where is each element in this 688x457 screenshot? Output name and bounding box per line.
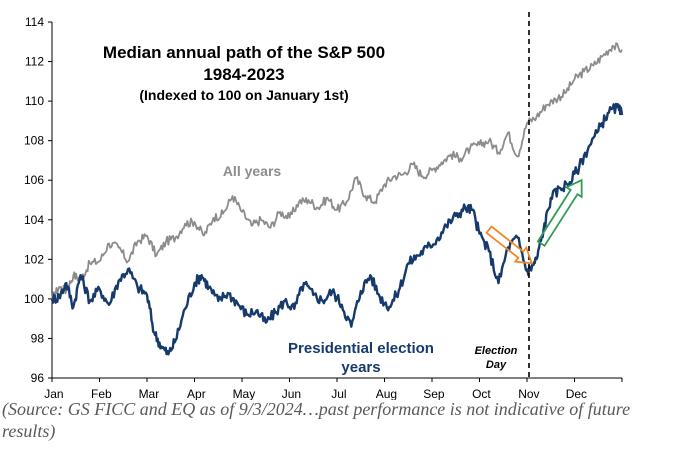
chart-subtitle-index: (Indexed to 100 on January 1st): [139, 87, 348, 103]
y-tick-label: 106: [24, 173, 44, 187]
election-day-label: Election: [475, 345, 518, 357]
chart-area: 96 98 100 102 104 106 108 110 112 114 Jan Feb Mar Ap…: [24, 12, 624, 400]
y-tick-label: 112: [25, 55, 44, 69]
y-tick-label: 104: [24, 213, 44, 227]
x-tick-label: Mar: [139, 387, 160, 400]
y-tick-label: 100: [24, 292, 44, 306]
orange-trend-arrow: [485, 225, 534, 265]
green-trend-arrow: [536, 178, 583, 247]
series-layer: [50, 42, 624, 356]
series-line-all-years: [51, 42, 623, 300]
all-years-label: All years: [223, 163, 282, 179]
x-tick-label: Jun: [282, 387, 301, 400]
x-axis: Jan Feb Mar Apr May Jun Jul Aug Sep Oct Nov Dec: [44, 377, 623, 400]
x-tick-label: Feb: [91, 387, 112, 400]
x-tick-label: May: [233, 387, 256, 400]
chart-title: Median annual path of the S&P 500: [103, 43, 385, 62]
source-note: (Source: GS FICC and EQ as of 9/3/2024…p…: [2, 399, 631, 441]
y-axis: 96 98 100 102 104 106 108 110 112 114: [24, 15, 53, 385]
y-tick-label: 96: [31, 371, 45, 385]
y-tick-label: 102: [24, 252, 44, 266]
annotation-layer: [485, 12, 583, 378]
x-tick-label: Sep: [423, 387, 445, 400]
x-tick-label: Nov: [518, 387, 539, 400]
election-years-label-2: years: [341, 359, 380, 376]
x-tick-label: Jan: [44, 387, 63, 400]
y-tick-label: 110: [25, 94, 44, 108]
x-tick-label: Aug: [376, 387, 397, 400]
y-tick-label: 98: [31, 331, 45, 345]
x-tick-label: Oct: [472, 387, 491, 400]
y-tick-label: 114: [25, 15, 44, 29]
x-tick-label: Apr: [187, 387, 206, 400]
y-tick-label: 108: [24, 134, 44, 148]
election-years-label: Presidential election: [288, 340, 434, 357]
election-day-label-2: Day: [486, 359, 507, 371]
x-tick-label: Jul: [331, 387, 346, 400]
x-tick-label: Dec: [566, 387, 587, 400]
series-line-election-years: [50, 102, 624, 356]
chart-subtitle: 1984-2023: [203, 65, 284, 84]
